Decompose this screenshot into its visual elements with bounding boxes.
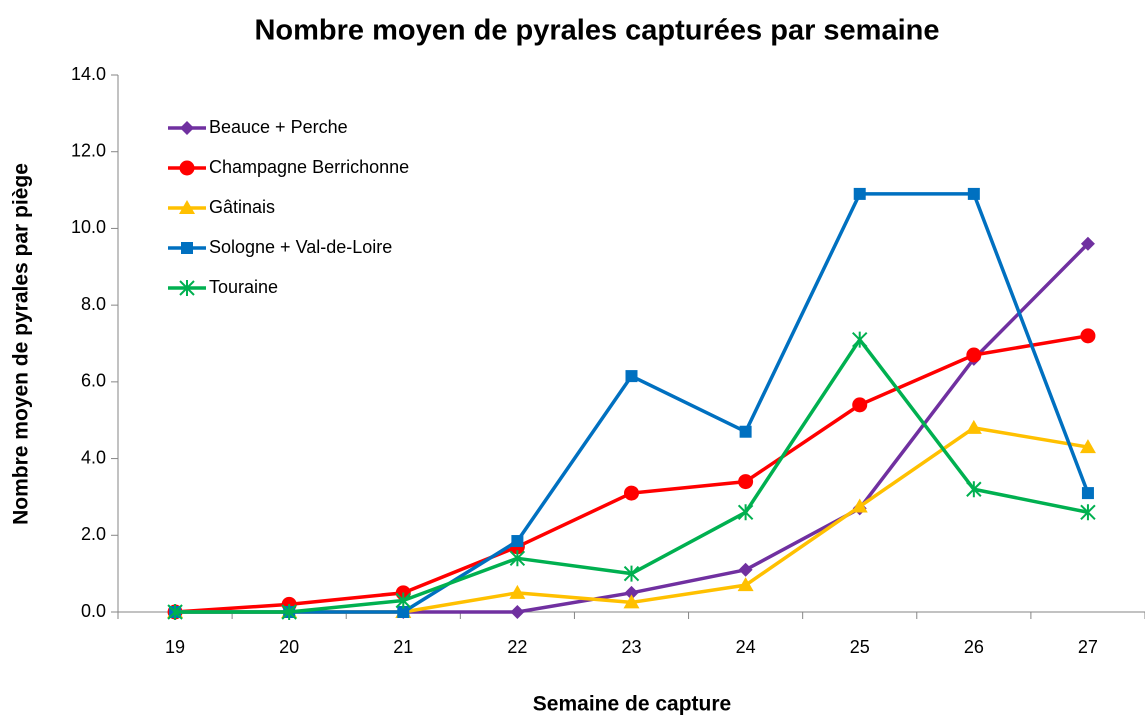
marker (625, 370, 638, 383)
marker (851, 498, 868, 513)
marker (167, 604, 183, 620)
legend-box (155, 108, 485, 315)
marker (624, 585, 639, 600)
x-tick-label: 26 (964, 637, 984, 657)
y-tick-label: 14.0 (71, 64, 106, 84)
marker (738, 562, 753, 577)
y-tick-label: 10.0 (71, 217, 106, 237)
x-tick-label: 24 (736, 637, 756, 657)
legend-label: Sologne + Val-de-Loire (209, 237, 392, 257)
x-tick-label: 27 (1078, 637, 1098, 657)
x-tick-label: 21 (393, 637, 413, 657)
y-tick-label: 8.0 (81, 294, 106, 314)
x-tick-label: 22 (507, 637, 527, 657)
marker (1079, 439, 1096, 454)
marker (397, 606, 410, 618)
marker (1081, 487, 1094, 500)
marker (623, 565, 640, 582)
marker (180, 121, 194, 135)
marker (737, 577, 754, 592)
marker (739, 425, 752, 438)
marker (509, 584, 526, 599)
x-axis-title: Semaine de capture (533, 693, 731, 716)
marker (179, 280, 195, 296)
marker (967, 187, 980, 200)
legend-label: Gâtinais (209, 197, 275, 217)
marker (1080, 504, 1096, 521)
y-tick-label: 0.0 (81, 601, 106, 621)
x-tick-label: 23 (621, 637, 641, 657)
marker (852, 397, 868, 413)
marker (965, 419, 982, 434)
legend: Beauce + Perche Champagne Berrichonne Gâti… (155, 108, 485, 315)
marker (181, 242, 193, 254)
marker (179, 200, 195, 214)
marker (511, 535, 524, 548)
y-axis-title: Nombre moyen de pyrales par piège (10, 163, 33, 525)
marker (1080, 236, 1095, 251)
marker (281, 604, 297, 620)
y-tick-label: 4.0 (81, 447, 106, 467)
marker (624, 485, 639, 501)
marker (737, 504, 754, 521)
marker (623, 594, 640, 609)
marker (179, 160, 195, 176)
marker (966, 347, 982, 363)
marker (852, 331, 868, 348)
legend-label: Beauce + Perche (209, 117, 348, 137)
marker (395, 592, 411, 609)
y-tick-label: 2.0 (81, 524, 106, 544)
marker (509, 550, 526, 567)
x-tick-label: 20 (279, 637, 299, 657)
legend-label: Touraine (209, 277, 278, 297)
x-tick-label: 25 (850, 637, 870, 657)
y-tick-label: 12.0 (71, 140, 106, 160)
x-tick-label: 19 (165, 637, 185, 657)
chart-title: Nombre moyen de pyrales capturées par se… (254, 15, 939, 47)
marker (853, 187, 866, 200)
marker (738, 474, 754, 490)
marker (1080, 328, 1096, 344)
y-tick-label: 6.0 (81, 371, 106, 391)
marker (966, 481, 982, 498)
marker (510, 605, 525, 619)
legend-label: Champagne Berrichonne (209, 157, 409, 177)
series-line (175, 426, 1089, 614)
